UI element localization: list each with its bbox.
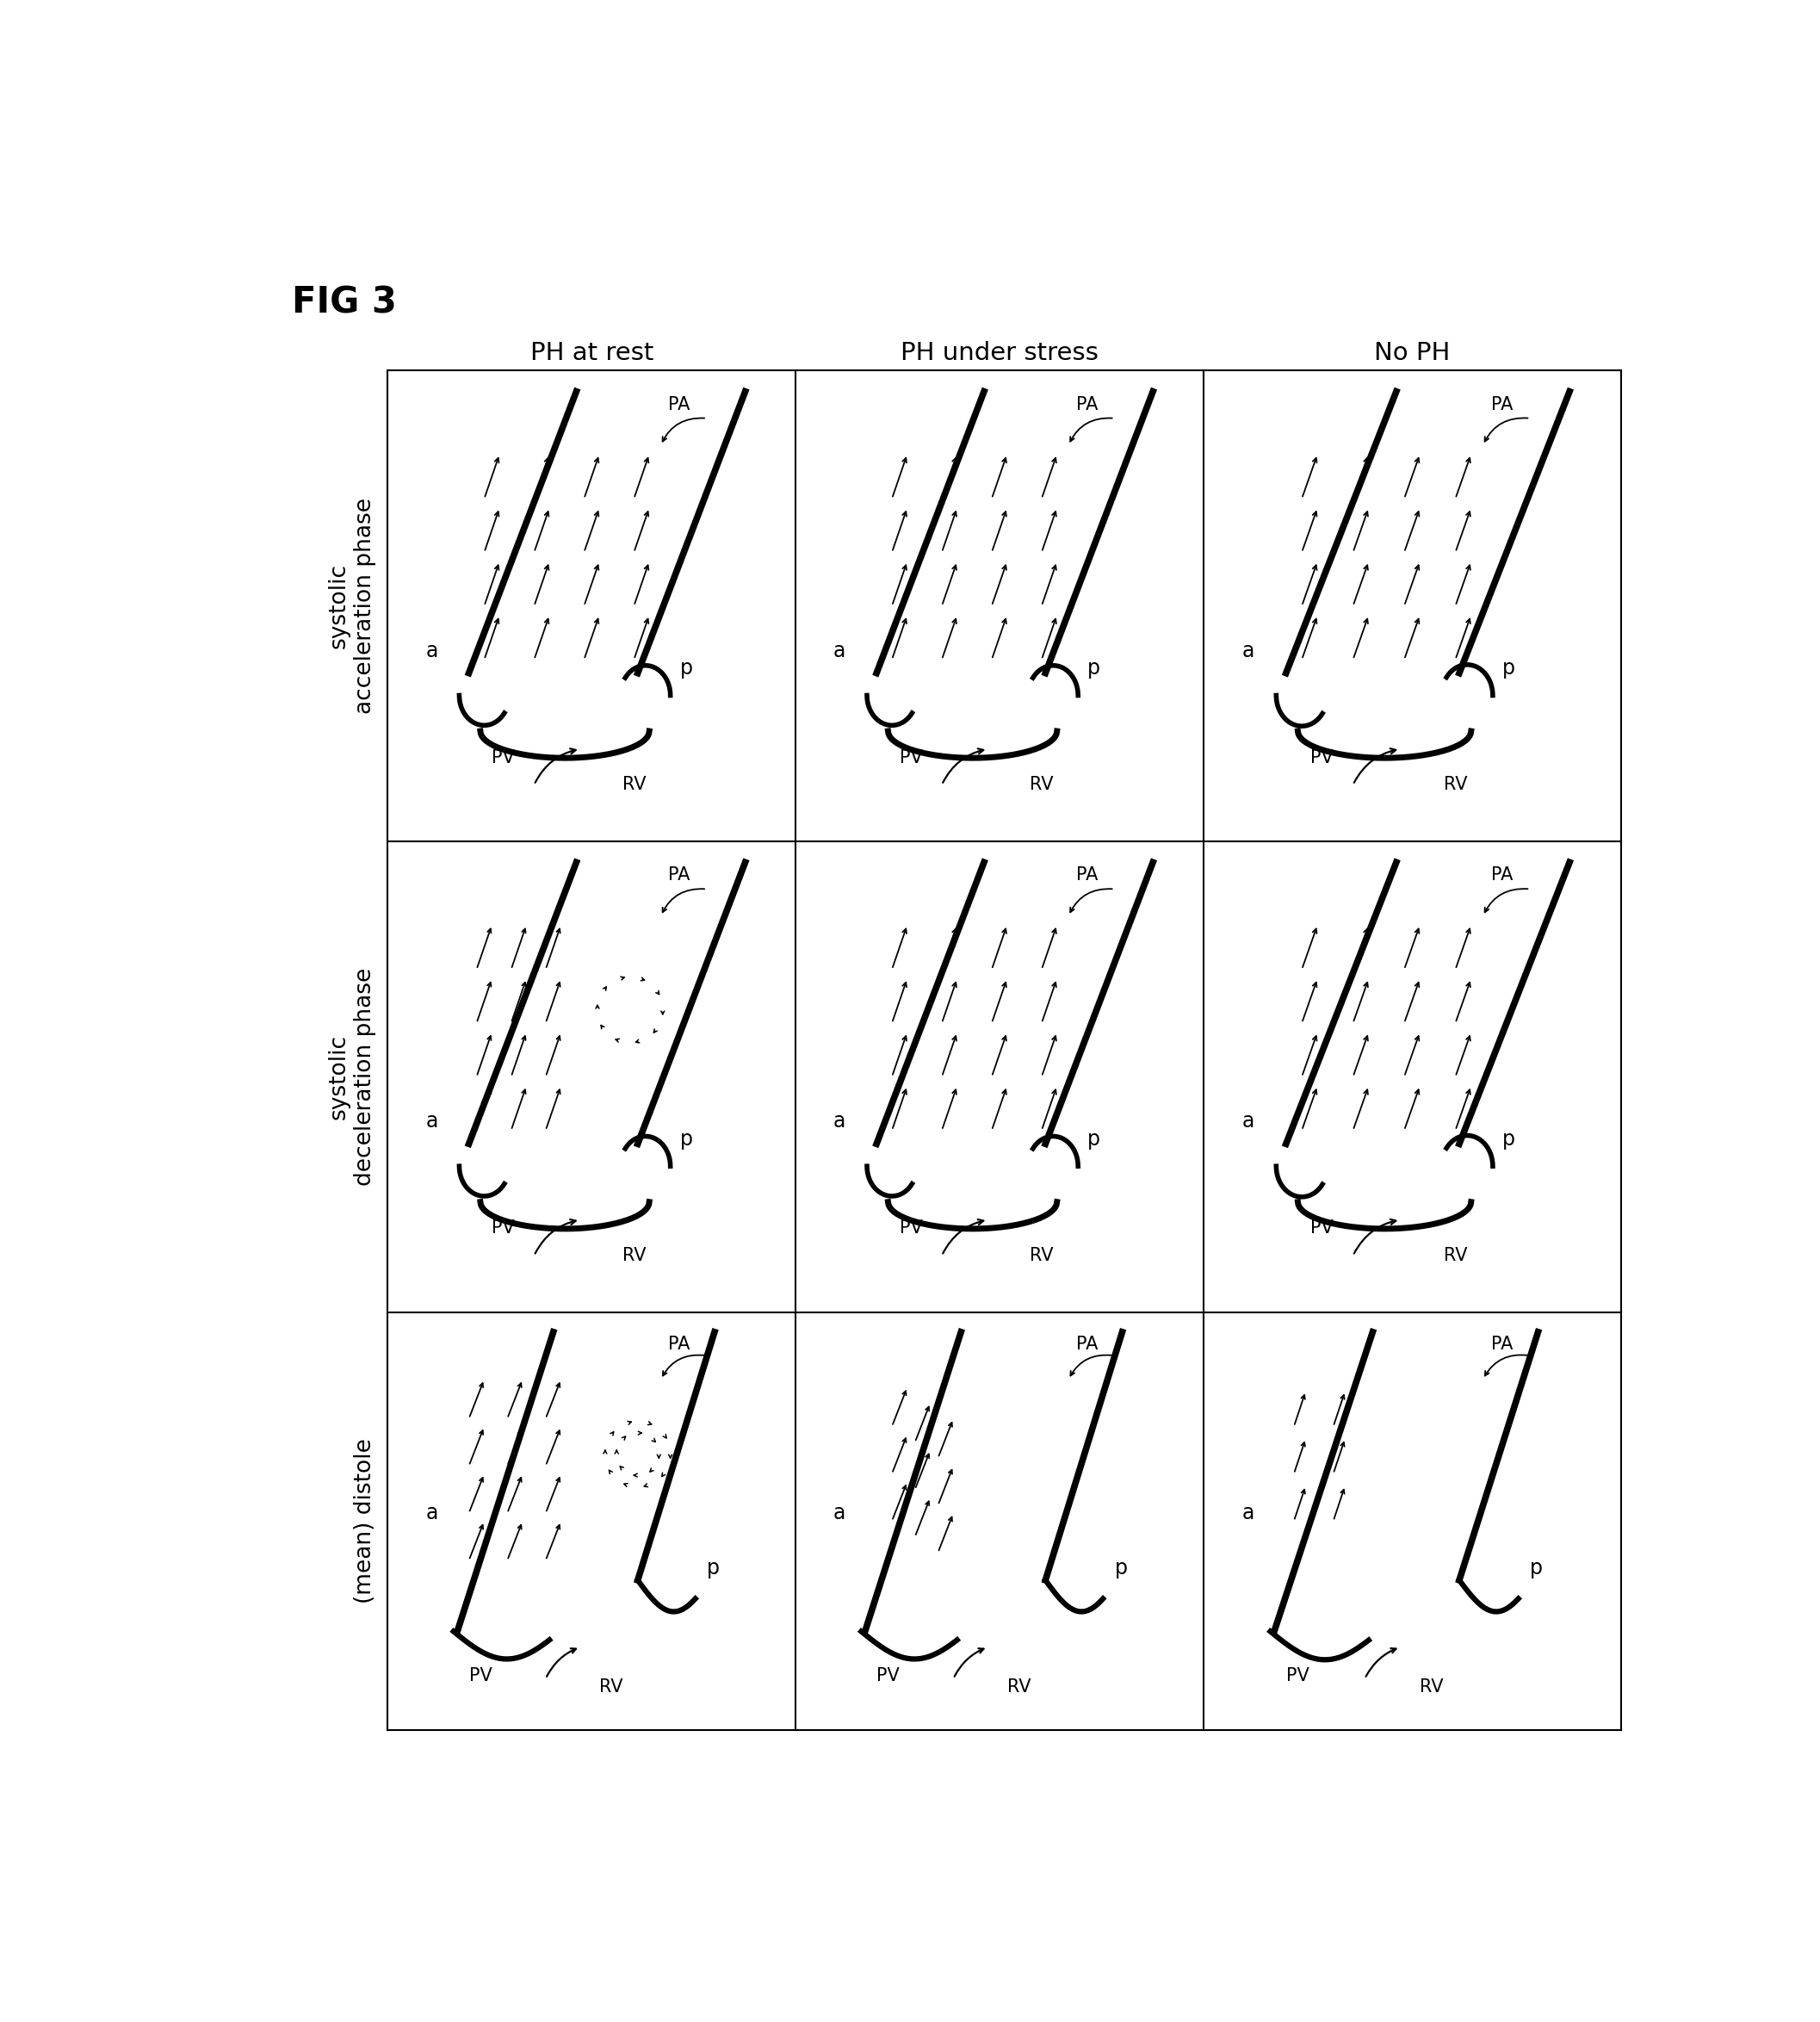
Text: PA: PA [1491, 1337, 1512, 1353]
Text: RV: RV [1443, 1248, 1467, 1264]
Text: RV: RV [1420, 1678, 1443, 1696]
Text: FIG 3: FIG 3 [291, 285, 397, 321]
Text: p: p [1503, 659, 1516, 679]
Text: p: p [1088, 1128, 1101, 1151]
Text: PV: PV [899, 748, 923, 766]
Text: RV: RV [622, 1248, 646, 1264]
Text: p: p [681, 1128, 693, 1151]
Text: (mean) distole: (mean) distole [353, 1438, 377, 1603]
Text: RV: RV [1006, 1678, 1030, 1696]
Text: PH under stress: PH under stress [901, 342, 1097, 366]
Text: a: a [834, 1112, 846, 1132]
Text: p: p [1503, 1128, 1516, 1151]
Text: RV: RV [1030, 1248, 1054, 1264]
Text: PA: PA [1076, 1337, 1097, 1353]
Text: PV: PV [1310, 1219, 1332, 1237]
Text: PV: PV [877, 1666, 899, 1684]
Text: a: a [426, 641, 439, 661]
Text: PV: PV [1287, 1666, 1309, 1684]
Text: PA: PA [668, 396, 690, 412]
Text: a: a [426, 1112, 439, 1132]
Text: PA: PA [1076, 396, 1097, 412]
Text: PV: PV [491, 1219, 515, 1237]
Text: a: a [1243, 1502, 1254, 1523]
Text: p: p [681, 659, 693, 679]
Text: a: a [834, 1502, 846, 1523]
Text: PV: PV [491, 748, 515, 766]
Text: RV: RV [622, 776, 646, 793]
Text: PA: PA [1491, 867, 1512, 884]
Text: PA: PA [668, 1337, 690, 1353]
Text: No PH: No PH [1374, 342, 1451, 366]
Text: p: p [1114, 1559, 1127, 1579]
Text: PV: PV [1310, 748, 1332, 766]
Text: p: p [706, 1559, 719, 1579]
Text: systolic
acceleration phase: systolic acceleration phase [328, 497, 377, 714]
Text: RV: RV [599, 1678, 622, 1696]
Text: PA: PA [668, 867, 690, 884]
Text: RV: RV [1030, 776, 1054, 793]
Text: PV: PV [899, 1219, 923, 1237]
Text: a: a [1243, 641, 1254, 661]
Text: a: a [1243, 1112, 1254, 1132]
Text: PH at rest: PH at rest [530, 342, 653, 366]
Text: p: p [1531, 1559, 1543, 1579]
Text: a: a [426, 1502, 439, 1523]
Text: p: p [1088, 659, 1101, 679]
Text: systolic
deceleration phase: systolic deceleration phase [328, 969, 377, 1185]
Text: PV: PV [470, 1666, 491, 1684]
Text: a: a [834, 641, 846, 661]
Text: RV: RV [1443, 776, 1467, 793]
Text: PA: PA [1491, 396, 1512, 412]
Text: PA: PA [1076, 867, 1097, 884]
